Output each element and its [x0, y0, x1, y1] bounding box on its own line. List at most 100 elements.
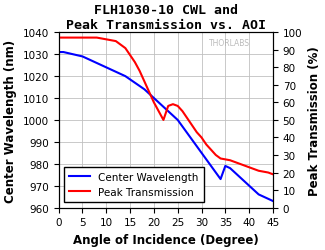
Peak Transmission [180, 110, 184, 113]
Center Wavelength [223, 165, 227, 168]
Center Wavelength [138, 85, 142, 88]
Center Wavelength [90, 60, 94, 63]
Center Wavelength [176, 119, 180, 122]
Center Wavelength [133, 82, 137, 85]
Center Wavelength [119, 73, 123, 76]
Center Wavelength [219, 178, 223, 181]
Peak Transmission [61, 37, 65, 40]
Peak Transmission [252, 168, 256, 171]
Center Wavelength [95, 62, 99, 65]
Center Wavelength [85, 58, 89, 61]
Center Wavelength [180, 126, 184, 128]
Center Wavelength [66, 52, 70, 56]
Peak Transmission [157, 110, 161, 113]
Y-axis label: Peak Transmission (%): Peak Transmission (%) [308, 46, 321, 195]
Peak Transmission [271, 173, 275, 176]
Center Wavelength [214, 171, 218, 174]
Center Wavelength [247, 184, 251, 188]
Center Wavelength [99, 64, 103, 68]
Center Wavelength [114, 71, 118, 74]
Peak Transmission [238, 162, 241, 166]
Center Wavelength [162, 106, 165, 109]
Peak Transmission [214, 154, 218, 157]
Peak Transmission [71, 37, 75, 40]
Peak Transmission [147, 91, 151, 94]
Center Wavelength [142, 88, 146, 92]
Center Wavelength [209, 165, 213, 168]
Peak Transmission [104, 39, 108, 42]
Peak Transmission [228, 159, 232, 162]
Peak Transmission [109, 40, 113, 42]
Peak Transmission [176, 105, 180, 108]
Peak Transmission [152, 102, 156, 104]
Center Wavelength [61, 51, 65, 54]
Center Wavelength [204, 158, 208, 161]
Peak Transmission [90, 37, 94, 40]
Peak Transmission [119, 44, 123, 47]
Title: FLH1030-10 CWL and
Peak Transmission vs. AOI: FLH1030-10 CWL and Peak Transmission vs.… [66, 4, 266, 32]
Peak Transmission [66, 37, 70, 40]
Peak Transmission [57, 37, 61, 40]
Peak Transmission [185, 117, 189, 120]
Center Wavelength [200, 152, 203, 155]
Peak Transmission [166, 105, 170, 108]
Y-axis label: Center Wavelength (nm): Center Wavelength (nm) [4, 39, 17, 202]
Peak Transmission [171, 103, 175, 106]
Line: Peak Transmission: Peak Transmission [59, 38, 273, 174]
X-axis label: Angle of Incidence (Degree): Angle of Incidence (Degree) [73, 233, 259, 246]
Peak Transmission [266, 171, 270, 174]
Center Wavelength [76, 54, 80, 58]
Peak Transmission [233, 161, 237, 164]
Center Wavelength [233, 171, 237, 174]
Peak Transmission [200, 136, 203, 140]
Center Wavelength [166, 110, 170, 113]
Center Wavelength [171, 114, 175, 117]
Center Wavelength [57, 51, 61, 54]
Center Wavelength [104, 66, 108, 70]
Peak Transmission [219, 157, 223, 160]
Text: THORLABS: THORLABS [209, 38, 250, 48]
Center Wavelength [157, 102, 161, 104]
Peak Transmission [242, 164, 246, 167]
Legend: Center Wavelength, Peak Transmission: Center Wavelength, Peak Transmission [64, 167, 204, 202]
Center Wavelength [252, 189, 256, 192]
Peak Transmission [261, 170, 265, 173]
Peak Transmission [124, 48, 127, 50]
Peak Transmission [128, 54, 132, 58]
Peak Transmission [162, 119, 165, 122]
Peak Transmission [209, 149, 213, 152]
Peak Transmission [133, 61, 137, 64]
Center Wavelength [152, 97, 156, 100]
Center Wavelength [257, 193, 261, 196]
Peak Transmission [81, 37, 84, 40]
Peak Transmission [257, 170, 261, 172]
Line: Center Wavelength: Center Wavelength [59, 53, 273, 201]
Center Wavelength [190, 138, 194, 141]
Center Wavelength [128, 78, 132, 82]
Center Wavelength [238, 176, 241, 179]
Peak Transmission [76, 37, 80, 40]
Peak Transmission [190, 124, 194, 127]
Peak Transmission [99, 38, 103, 41]
Peak Transmission [114, 40, 118, 43]
Center Wavelength [109, 69, 113, 72]
Center Wavelength [147, 93, 151, 96]
Center Wavelength [271, 200, 275, 203]
Peak Transmission [204, 144, 208, 146]
Peak Transmission [138, 70, 142, 73]
Peak Transmission [195, 131, 199, 134]
Center Wavelength [266, 198, 270, 200]
Center Wavelength [71, 54, 75, 56]
Center Wavelength [81, 56, 84, 59]
Center Wavelength [124, 75, 127, 78]
Peak Transmission [85, 37, 89, 40]
Peak Transmission [95, 37, 99, 40]
Center Wavelength [185, 132, 189, 135]
Peak Transmission [223, 158, 227, 161]
Center Wavelength [195, 145, 199, 148]
Center Wavelength [242, 180, 246, 183]
Peak Transmission [247, 166, 251, 169]
Center Wavelength [261, 195, 265, 198]
Peak Transmission [142, 80, 146, 84]
Center Wavelength [228, 167, 232, 170]
